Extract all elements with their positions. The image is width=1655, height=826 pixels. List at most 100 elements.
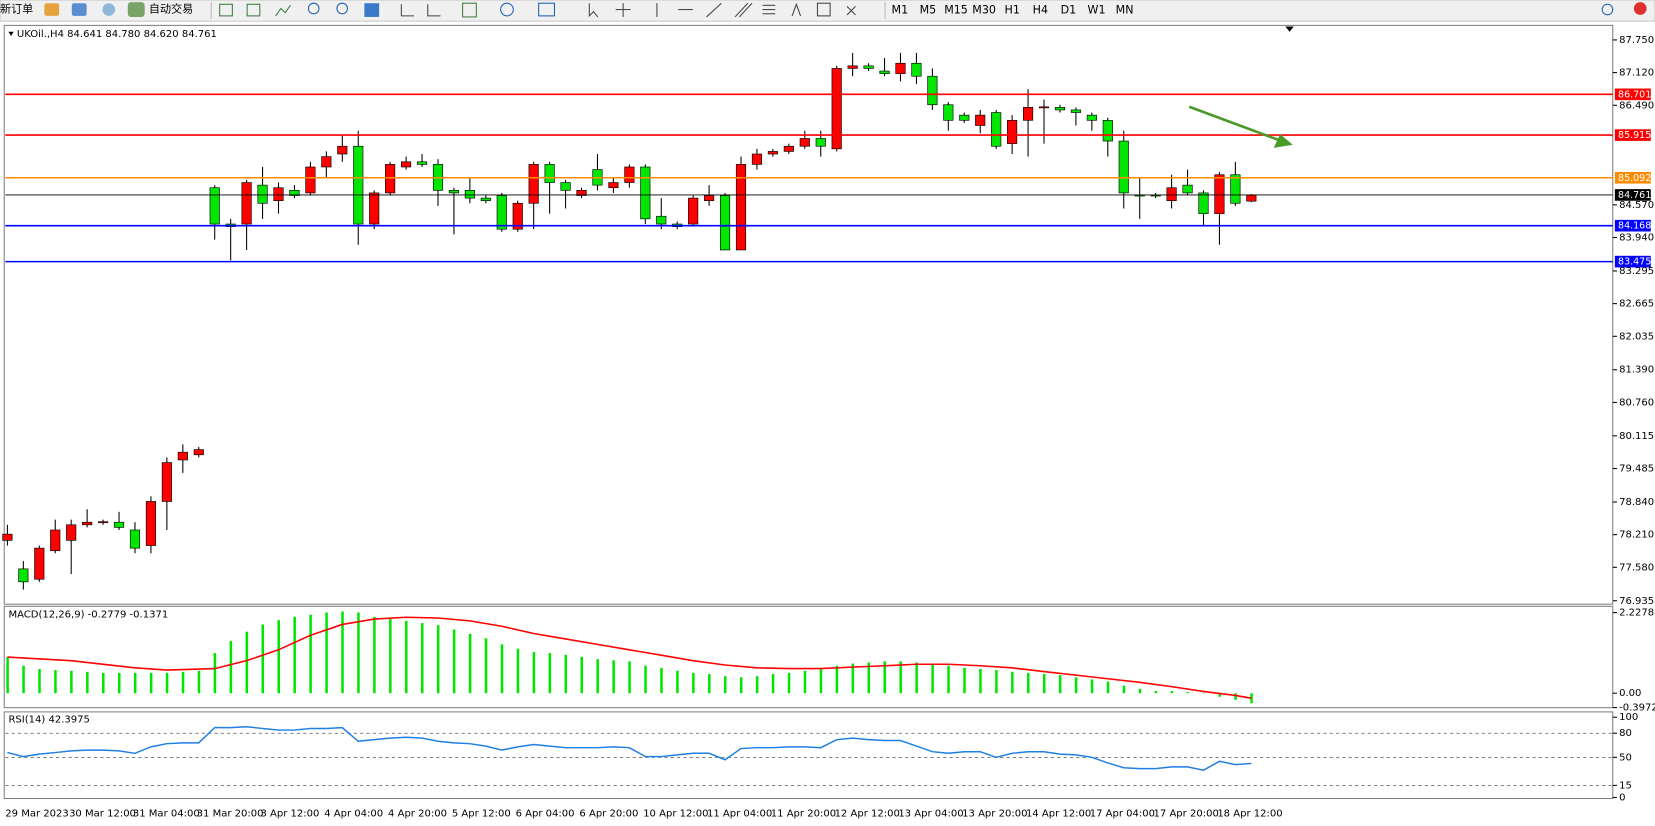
timeframe-button[interactable]: W1 xyxy=(1087,4,1105,17)
macd-bar xyxy=(1170,691,1174,694)
candle-body xyxy=(656,215,667,225)
x-tick-label: 31 Mar 20:00 xyxy=(197,808,264,819)
timeframe-button[interactable]: D1 xyxy=(1061,4,1077,17)
candle-body xyxy=(321,156,332,168)
macd-bar xyxy=(755,676,759,694)
candle-body xyxy=(2,533,13,541)
notification-icon[interactable] xyxy=(1633,2,1647,15)
x-tick-label: 6 Apr 04:00 xyxy=(516,808,575,819)
macd-bar xyxy=(309,614,312,694)
y-tick-label: -0.3972 xyxy=(1619,703,1655,714)
candle-body xyxy=(1054,107,1066,111)
timeframe-button[interactable]: M1 xyxy=(892,4,909,17)
toolbar: 新订单 自动交易 xyxy=(0,0,1655,22)
macd-bar xyxy=(787,672,791,694)
chart-type-icons[interactable] xyxy=(219,3,291,17)
macd-bar xyxy=(708,674,711,694)
macd-bar xyxy=(628,661,631,694)
candle-body xyxy=(18,568,29,583)
new-order-button[interactable]: 新订单 xyxy=(0,2,33,16)
candle-body xyxy=(815,138,826,147)
candle-body xyxy=(512,202,523,230)
x-tick-label: 5 Apr 12:00 xyxy=(452,808,511,819)
candle-body xyxy=(273,187,284,202)
macd-bar xyxy=(899,661,902,694)
macd-bar xyxy=(70,670,73,694)
macd-bar xyxy=(739,677,743,694)
macd-bar xyxy=(277,620,280,694)
candle-body xyxy=(544,164,555,183)
macd-bar xyxy=(102,672,105,694)
x-tick-label: 10 Apr 12:00 xyxy=(643,808,708,819)
macd-bar xyxy=(38,668,41,694)
candle-body xyxy=(98,521,109,524)
macd-bar xyxy=(452,629,456,694)
price-tag-label: 83.475 xyxy=(1618,257,1651,268)
macd-bar xyxy=(261,624,265,694)
price-tag-bg xyxy=(1614,88,1651,101)
x-tick-label: 30 Mar 12:00 xyxy=(69,808,136,819)
timeframe-button[interactable]: M15 xyxy=(944,4,968,17)
candle-body xyxy=(305,166,316,194)
candle-body xyxy=(1038,106,1050,109)
candle-body xyxy=(688,197,699,225)
x-tick-label: 31 Mar 04:00 xyxy=(133,808,200,819)
x-tick-label: 17 Apr 20:00 xyxy=(1154,808,1219,819)
candle-body xyxy=(448,190,460,194)
candle-body xyxy=(528,164,539,204)
x-tick-label: 13 Apr 20:00 xyxy=(962,808,1027,819)
macd-bar xyxy=(947,665,950,694)
search-icon[interactable] xyxy=(1601,3,1614,16)
y-tick-label: 0 xyxy=(1619,792,1625,803)
candle-body xyxy=(66,524,77,541)
price-tag: 83.475 xyxy=(1614,255,1651,268)
macd-bar xyxy=(564,654,568,694)
timeframe-button[interactable]: M30 xyxy=(972,4,996,17)
icon[interactable] xyxy=(71,3,87,16)
zoom-icons[interactable] xyxy=(307,2,380,17)
timeframe-button[interactable]: MN xyxy=(1116,4,1134,17)
y-tick-label: 81.390 xyxy=(1619,365,1654,376)
macd-bar xyxy=(373,616,376,694)
macd-bar xyxy=(1106,681,1110,694)
macd-bar xyxy=(1186,692,1190,694)
x-tick-label: 11 Apr 04:00 xyxy=(707,808,772,819)
candle-body xyxy=(401,161,412,168)
candle-body xyxy=(496,195,507,230)
price-tag-label: 84.761 xyxy=(1618,190,1651,201)
macd-bar xyxy=(1027,672,1030,694)
candle-body xyxy=(1118,140,1129,194)
timeframe-button[interactable]: M5 xyxy=(920,4,937,17)
x-tick-label: 13 Apr 04:00 xyxy=(898,808,963,819)
macd-bar xyxy=(86,671,89,694)
macd-bar xyxy=(357,612,360,694)
candle-body xyxy=(1166,187,1177,202)
macd-bar xyxy=(1074,677,1078,694)
auto-trading-button[interactable]: 自动交易 xyxy=(149,2,193,16)
panel-title: UKOil.,H4 84.641 84.780 84.620 84.761 xyxy=(17,29,217,40)
price-tag: 84.168 xyxy=(1614,219,1651,232)
macd-bar xyxy=(149,672,153,694)
candle-body xyxy=(353,145,364,225)
price-tag-bg xyxy=(1614,255,1651,268)
candle-body xyxy=(735,164,747,251)
timeframe-button[interactable]: H4 xyxy=(1033,4,1048,17)
rsi-line xyxy=(7,726,1252,771)
auto-trading-icon[interactable] xyxy=(127,2,145,17)
y-tick-label: 0.00 xyxy=(1619,688,1641,699)
candle-body xyxy=(385,164,396,194)
tool-icons[interactable] xyxy=(400,2,856,18)
x-tick-label: 14 Apr 12:00 xyxy=(1026,808,1091,819)
macd-bar xyxy=(1250,693,1253,704)
macd-bar xyxy=(532,651,536,694)
candle-body xyxy=(975,114,986,126)
macd-bar xyxy=(420,623,424,694)
macd-bar xyxy=(851,663,855,694)
candle-body xyxy=(50,529,61,552)
icon[interactable] xyxy=(44,3,60,16)
icon[interactable] xyxy=(102,3,116,16)
price-tag: 85.915 xyxy=(1614,129,1651,141)
timeframe-button[interactable]: H1 xyxy=(1005,4,1020,17)
